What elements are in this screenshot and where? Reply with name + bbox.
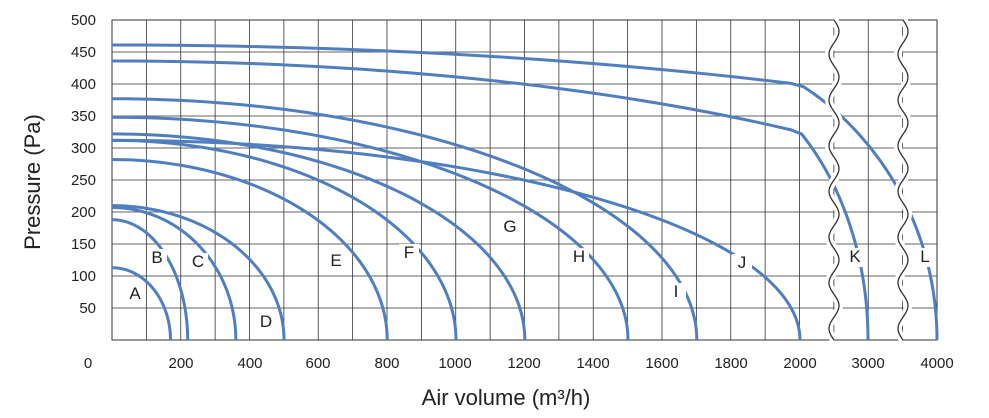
axis-breaks xyxy=(824,17,913,343)
curve-label-j: J xyxy=(738,253,747,272)
x-tick-label: 4000 xyxy=(920,355,953,372)
x-tick-label: 400 xyxy=(237,355,262,372)
curve-labels: AB C D E F G H I J K L xyxy=(125,217,935,332)
curve-label-k: K xyxy=(849,247,861,266)
y-tick-label: 400 xyxy=(71,76,96,93)
axis-break-line xyxy=(828,19,840,341)
curve-a xyxy=(111,266,172,341)
curve-label-bg xyxy=(500,218,520,237)
curve-label-f: F xyxy=(404,243,414,262)
curve-label-e: E xyxy=(330,251,341,270)
y-tick-label: 200 xyxy=(71,204,96,221)
curve-g xyxy=(111,132,527,341)
curve-i xyxy=(111,97,699,341)
x-tick-label: 1000 xyxy=(438,355,471,372)
axis-break-line xyxy=(897,19,909,341)
curve-f xyxy=(111,138,458,341)
curve-j xyxy=(111,138,802,341)
y-axis-title: Pressure (Pa) xyxy=(20,114,45,250)
curve-label-h: H xyxy=(573,247,585,266)
y-tick-label: 300 xyxy=(71,140,96,157)
curve-c xyxy=(111,206,238,341)
y-tick-label: 350 xyxy=(71,108,96,125)
curve-label-bg xyxy=(326,252,346,271)
x-tick-label: 1400 xyxy=(576,355,609,372)
curve-label-bg xyxy=(732,254,752,273)
curve-label-bg xyxy=(845,248,865,267)
x-tick-labels: 0 200 400 600 800 1000 1200 1400 1600 1800 2000 300… xyxy=(84,355,954,372)
x-tick-label: 2000 xyxy=(783,355,816,372)
curve-label-c: C xyxy=(192,252,204,271)
curve-label-bg xyxy=(569,248,589,267)
y-tick-label: 150 xyxy=(71,236,96,253)
curve-label-bg xyxy=(256,313,276,332)
curve-b xyxy=(111,218,190,341)
y-tick-labels: 50 100 150 200 250 300 350 400 450 500 xyxy=(71,12,96,317)
x-tick-label: 1800 xyxy=(714,355,747,372)
curve-label-bg xyxy=(147,249,167,268)
curve-e xyxy=(111,158,389,341)
curve-label-bg xyxy=(399,244,419,263)
x-axis-title: Air volume (m³/h) xyxy=(422,385,591,410)
x-tick-label: 3000 xyxy=(851,355,884,372)
curve-k xyxy=(111,59,870,341)
curve-label-bg xyxy=(188,253,208,272)
y-tick-label: 50 xyxy=(79,300,96,317)
curve-label-d: D xyxy=(260,312,272,331)
y-tick-label: 500 xyxy=(71,12,96,29)
x-tick-label: 800 xyxy=(374,355,399,372)
curve-label-bg xyxy=(915,248,935,267)
curve-label-bg xyxy=(666,283,686,302)
y-tick-label: 450 xyxy=(71,44,96,61)
curve-label-i: I xyxy=(674,282,679,301)
x-tick-label: 200 xyxy=(168,355,193,372)
x-tick-label: 600 xyxy=(305,355,330,372)
curve-label-l: L xyxy=(920,247,929,266)
y-tick-label: 100 xyxy=(71,268,96,285)
curve-label-bg xyxy=(125,285,145,304)
x-tick-label: 0 xyxy=(84,355,92,372)
x-tick-label: 1200 xyxy=(507,355,540,372)
curve-d xyxy=(111,204,286,341)
curve-label-b: B xyxy=(151,248,162,267)
curve-h xyxy=(111,115,630,341)
curve-label-a: A xyxy=(129,284,141,303)
y-tick-label: 250 xyxy=(71,172,96,189)
curve-label-g: G xyxy=(503,217,516,236)
x-tick-label: 1600 xyxy=(645,355,678,372)
